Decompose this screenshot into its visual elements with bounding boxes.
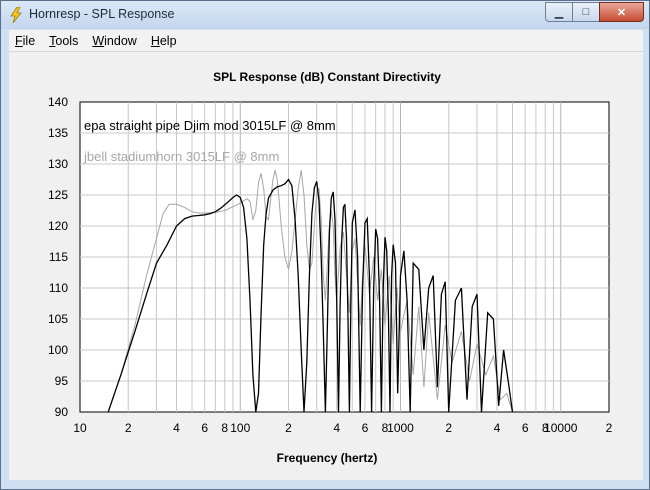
x-tick-label: 2 <box>125 421 132 435</box>
series-line-1 <box>107 178 514 412</box>
x-tick-label: 2 <box>606 421 613 435</box>
x-tick-label: 6 <box>522 421 529 435</box>
menu-tools[interactable]: Tools <box>49 33 79 48</box>
x-tick-label: 4 <box>173 421 180 435</box>
y-tick-label: 90 <box>55 405 69 419</box>
window-controls: ▁ □ ✕ <box>545 2 644 22</box>
x-tick-label: 2 <box>285 421 292 435</box>
minimize-button[interactable]: ▁ <box>545 2 573 22</box>
x-tick-label: 1000 <box>387 421 414 435</box>
x-tick-label: 10 <box>73 421 87 435</box>
y-tick-label: 130 <box>48 157 68 171</box>
x-tick-label: 4 <box>494 421 501 435</box>
y-tick-label: 100 <box>48 343 68 357</box>
x-tick-label: 100 <box>230 421 250 435</box>
lightning-icon <box>10 7 22 23</box>
menu-help[interactable]: Help <box>150 33 177 48</box>
x-tick-label: 4 <box>333 421 340 435</box>
series-line-2 <box>107 170 513 412</box>
title-bar[interactable]: Hornresp - SPL Response ▁ □ ✕ <box>1 1 649 29</box>
window-bottom-border <box>1 481 649 489</box>
chart-area: 90 95 100 105 110 115 120 125 130 135 140 10 2 4 6 8 100… <box>9 52 643 480</box>
x-tick-label: 10000 <box>544 421 578 435</box>
menu-bar: File Tools Window Help <box>9 30 643 52</box>
chart-title: SPL Response (dB) Constant Directivity <box>213 70 441 84</box>
x-tick-label: 6 <box>201 421 208 435</box>
y-tick-label: 120 <box>48 219 68 233</box>
window-title: Hornresp - SPL Response <box>29 7 175 21</box>
y-tick-label: 125 <box>48 188 68 202</box>
y-tick-label: 135 <box>48 126 68 140</box>
close-button[interactable]: ✕ <box>599 2 644 22</box>
y-tick-label: 115 <box>49 250 68 264</box>
y-tick-label: 105 <box>48 312 68 326</box>
y-tick-label: 95 <box>55 374 69 388</box>
y-tick-label: 140 <box>48 95 68 109</box>
legend-entry-2: jbell stadiumhorn 3015LF @ 8mm <box>83 149 279 164</box>
menu-file[interactable]: File <box>15 33 36 48</box>
legend-entry-1: epa straight pipe Djim mod 3015LF @ 8mm <box>84 118 336 133</box>
maximize-button[interactable]: □ <box>572 2 600 22</box>
x-tick-label: 8 <box>221 421 228 435</box>
x-tick-label: 2 <box>445 421 452 435</box>
x-tick-label: 6 <box>362 421 369 435</box>
y-tick-label: 110 <box>49 281 68 295</box>
x-axis-label: Frequency (hertz) <box>277 451 378 465</box>
x-tick-label: 8 <box>382 421 389 435</box>
menu-window[interactable]: Window <box>92 33 137 48</box>
x-tick-label: 8 <box>542 421 549 435</box>
